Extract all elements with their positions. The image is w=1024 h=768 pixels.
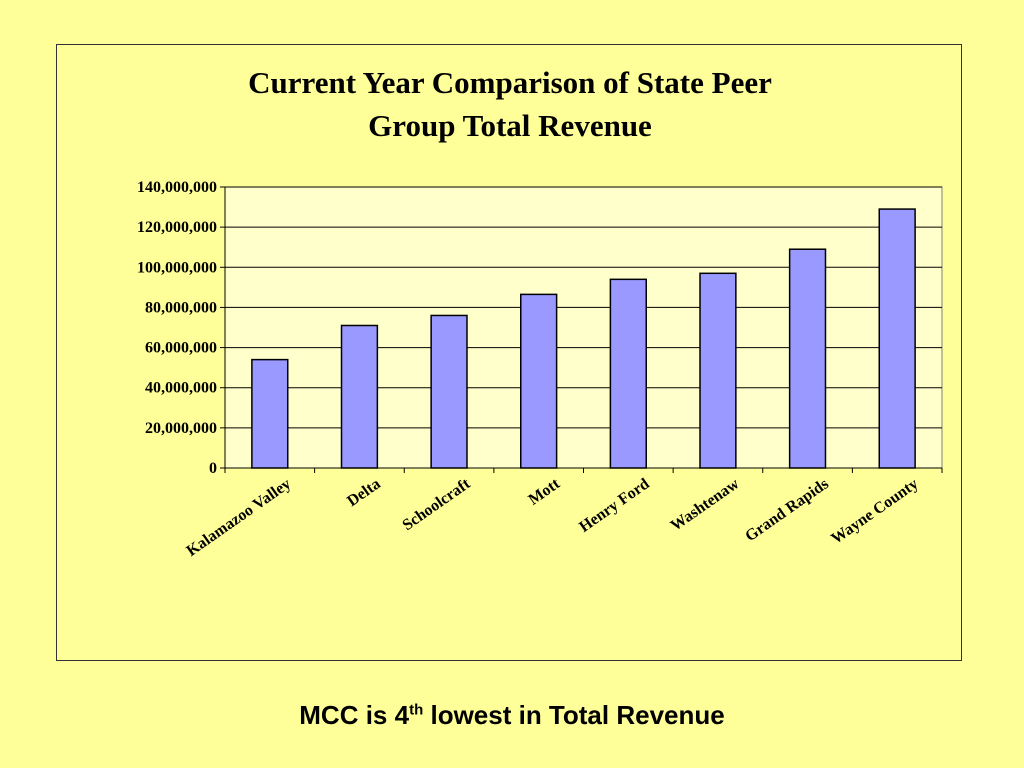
y-tick-label: 120,000,000	[137, 219, 217, 236]
bar	[609, 278, 647, 469]
y-tick-label: 60,000,000	[145, 340, 217, 357]
x-category-label: Washtenaw	[668, 475, 743, 535]
bar	[340, 324, 379, 469]
bar	[878, 208, 916, 469]
chart-title-line-1: Current Year Comparison of State Peer	[248, 65, 772, 100]
y-tick-label: 20,000,000	[145, 420, 217, 437]
x-category-label: Delta	[344, 475, 384, 510]
caption-suffix: lowest in Total Revenue	[423, 700, 725, 730]
plot-area	[224, 186, 943, 469]
y-tick-label: 40,000,000	[145, 380, 217, 397]
x-category-label: Grand Rapids	[742, 475, 832, 545]
x-category-label: Wayne County	[828, 475, 921, 547]
bar	[251, 358, 289, 469]
x-category-label: Schoolcraft	[400, 475, 474, 534]
chart-title-line-2: Group Total Revenue	[368, 108, 652, 143]
x-category-label: Henry Ford	[576, 475, 652, 536]
y-tick-label: 100,000,000	[137, 259, 217, 276]
x-category-label: Kalamazoo Valley	[184, 475, 295, 560]
caption-prefix: MCC is 4	[299, 700, 410, 730]
bar	[699, 272, 737, 469]
y-tick-label: 0	[209, 460, 217, 477]
bar-chart: Current Year Comparison of State Peer Gr…	[137, 65, 943, 560]
caption-superscript: th	[409, 701, 424, 719]
chart-frame: Current Year Comparison of State Peer Gr…	[56, 44, 962, 661]
caption: MCC is 4th lowest in Total Revenue	[0, 700, 1024, 731]
bar	[430, 314, 468, 469]
y-tick-label: 140,000,000	[137, 179, 217, 196]
bar	[520, 293, 558, 469]
x-category-label: Mott	[526, 475, 564, 509]
bar	[788, 248, 827, 469]
y-tick-label: 80,000,000	[145, 299, 217, 316]
